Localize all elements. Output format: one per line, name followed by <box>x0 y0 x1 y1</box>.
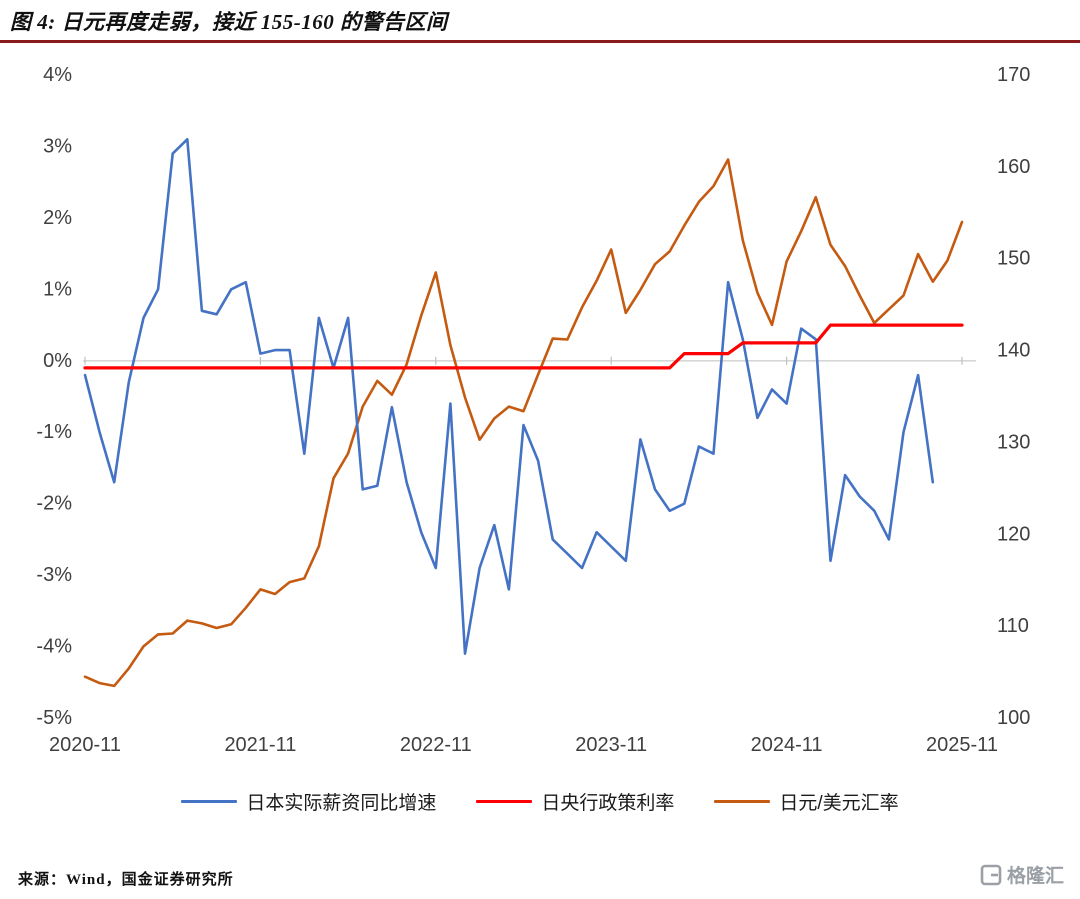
right-axis-tick-label: 160 <box>997 156 1030 178</box>
legend-line-sample-fx <box>714 799 771 804</box>
right-axis-tick-label: 150 <box>997 248 1030 270</box>
x-axis-tick-label: 2025-11 <box>926 734 998 756</box>
legend-item-fx-rate: 日元/美元汇率 <box>714 788 899 815</box>
x-axis-tick-label: 2022-11 <box>400 734 472 756</box>
right-axis-tick-label: 130 <box>997 431 1030 453</box>
left-axis-tick-label: -2% <box>36 493 72 515</box>
left-axis-tick-label: -3% <box>36 564 72 586</box>
figure-title: 图 4: 日元再度走弱，接近 155-160 的警告区间 <box>10 10 448 34</box>
gelonghui-watermark: 格隆汇 <box>980 861 1064 888</box>
left-axis-tick-label: 2% <box>43 207 72 229</box>
left-axis-tick-label: 3% <box>43 135 72 157</box>
legend-line-sample-policy <box>476 799 533 804</box>
x-axis-tick-label: 2021-11 <box>224 734 296 756</box>
left-axis-tick-label: -1% <box>36 421 72 443</box>
x-axis-tick-label: 2023-11 <box>575 734 647 756</box>
wage-growth-line <box>83 138 935 656</box>
legend-label-wage: 日本实际薪资同比增速 <box>246 793 437 814</box>
source-text: 来源：Wind，国金证券研究所 <box>18 872 234 888</box>
right-axis-tick-label: 100 <box>997 707 1030 729</box>
chart-legend: 日本实际薪资同比增速 日央行政策利率 日元/美元汇率 <box>0 788 1080 815</box>
right-axis-tick-label: 120 <box>997 523 1030 545</box>
legend-item-wage-growth: 日本实际薪资同比增速 <box>181 788 436 815</box>
title-divider <box>0 40 1080 43</box>
x-axis-tick-label: 2020-11 <box>49 734 121 756</box>
fx-rate-line <box>83 158 964 688</box>
gelonghui-logo-icon <box>980 864 1002 885</box>
right-axis-tick-label: 110 <box>997 615 1029 637</box>
watermark-text: 格隆汇 <box>1006 866 1064 887</box>
legend-label-fx: 日元/美元汇率 <box>779 793 899 814</box>
left-axis-tick-label: -5% <box>36 707 72 729</box>
left-axis-tick-label: -4% <box>36 636 72 658</box>
policy-rate-line <box>83 323 964 370</box>
left-axis-tick-label: 1% <box>43 278 72 300</box>
legend-line-sample-wage <box>181 799 238 804</box>
legend-item-policy-rate: 日央行政策利率 <box>476 788 674 815</box>
chart-canvas: 4% 3% 2% 1% 0% -1% -2% -3% -4% -5% 170 160 150 140 130… <box>36 64 1030 756</box>
right-axis-tick-label: 140 <box>997 340 1030 362</box>
x-axis-tick-label: 2024-11 <box>751 734 823 756</box>
legend-label-policy: 日央行政策利率 <box>541 793 675 814</box>
right-axis-tick-label: 170 <box>997 64 1030 86</box>
left-axis-tick-label: 4% <box>43 64 72 86</box>
left-axis-tick-label: 0% <box>43 350 72 372</box>
